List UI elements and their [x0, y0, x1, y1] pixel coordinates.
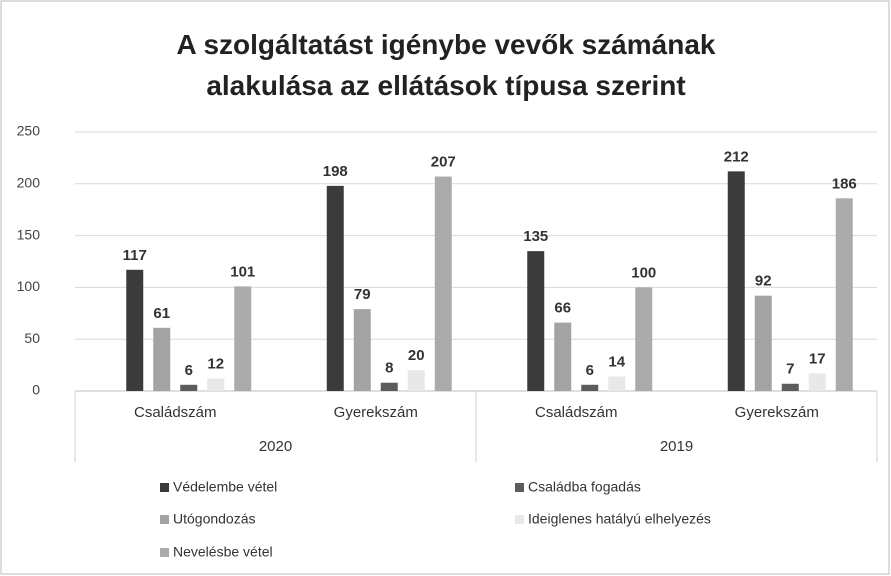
data-label: 101 — [230, 263, 255, 280]
y-tick-label: 150 — [17, 226, 41, 242]
data-label: 6 — [185, 362, 193, 379]
bar — [608, 376, 626, 391]
bar — [727, 171, 745, 391]
bar — [234, 286, 252, 391]
bar — [126, 269, 144, 391]
data-label: 8 — [385, 360, 393, 377]
legend-label: Családba fogadás — [528, 479, 641, 495]
data-label: 186 — [832, 175, 857, 192]
bar — [781, 383, 799, 391]
data-label: 66 — [554, 300, 571, 317]
bar — [754, 295, 772, 391]
data-label: 198 — [323, 163, 348, 180]
bar — [808, 373, 826, 391]
bar — [527, 251, 545, 391]
data-label: 12 — [207, 356, 224, 373]
data-label: 20 — [408, 347, 425, 364]
legend-swatch — [160, 483, 169, 492]
bar — [407, 370, 425, 391]
bar — [835, 198, 853, 391]
bar — [380, 382, 398, 391]
chart-title: A szolgáltatást igénybe vevők számának — [177, 29, 716, 60]
bar — [554, 322, 572, 391]
data-label: 212 — [724, 148, 749, 165]
data-label: 6 — [586, 362, 594, 379]
data-label: 92 — [755, 273, 772, 290]
bar — [207, 378, 225, 391]
y-tick-label: 200 — [17, 175, 41, 191]
x-tick-label: Családszám — [134, 404, 217, 421]
bar — [434, 176, 452, 391]
data-label: 79 — [354, 286, 371, 303]
legend-swatch — [160, 515, 169, 524]
y-tick-label: 50 — [24, 330, 40, 346]
legend-label: Utógondozás — [173, 511, 256, 527]
legend-label: Védelembe vétel — [173, 479, 277, 495]
bar — [180, 384, 198, 391]
bar — [326, 185, 344, 391]
legend-swatch — [515, 483, 524, 492]
bar — [353, 309, 371, 391]
y-tick-label: 250 — [17, 123, 41, 139]
x-tick-label: Gyerekszám — [334, 404, 418, 421]
bar — [635, 287, 653, 391]
legend-label: Ideiglenes hatályú elhelyezés — [528, 511, 711, 527]
group-label: 2020 — [259, 438, 292, 455]
data-label: 207 — [431, 154, 456, 171]
bar — [581, 384, 599, 391]
x-tick-label: Gyerekszám — [735, 404, 819, 421]
data-label: 117 — [123, 247, 147, 264]
group-label: 2019 — [660, 438, 693, 455]
data-label: 17 — [809, 350, 826, 367]
data-label: 7 — [786, 361, 794, 378]
data-label: 61 — [153, 305, 170, 322]
data-label: 14 — [608, 353, 625, 370]
y-tick-label: 0 — [32, 382, 40, 398]
legend-label: Nevelésbe vétel — [173, 544, 273, 560]
legend-swatch — [160, 548, 169, 557]
y-tick-label: 100 — [17, 278, 41, 294]
data-label: 135 — [523, 228, 548, 245]
bar — [153, 327, 171, 391]
legend-swatch — [515, 515, 524, 524]
chart-title: alakulása az ellátások típusa szerint — [206, 70, 685, 101]
data-label: 100 — [631, 264, 656, 281]
x-tick-label: Családszám — [535, 404, 618, 421]
